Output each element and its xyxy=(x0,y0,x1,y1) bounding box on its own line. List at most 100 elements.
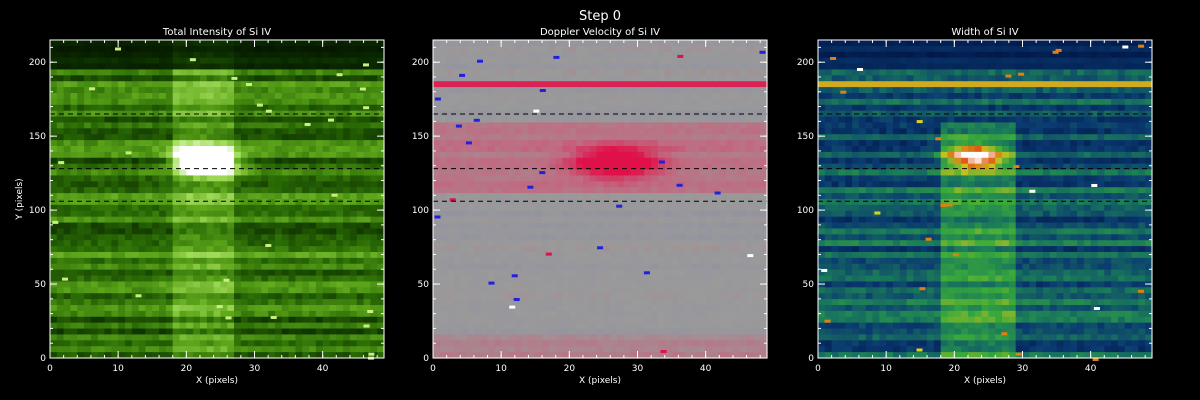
heatmap-cell xyxy=(726,87,734,94)
heatmap-cell xyxy=(70,63,78,71)
heatmap-cell xyxy=(494,146,502,153)
heatmap-cell xyxy=(651,87,659,94)
heatmap-cell xyxy=(254,293,262,300)
heatmap-cell xyxy=(698,122,707,129)
heatmap-cell xyxy=(84,305,92,312)
heatmap-cell xyxy=(473,275,482,283)
heatmap-cell xyxy=(84,187,92,194)
heatmap-cell xyxy=(644,163,652,171)
heatmap-cell xyxy=(760,199,768,206)
heatmap-cell xyxy=(138,175,147,182)
heatmap-cell xyxy=(254,240,262,247)
heatmap-cell xyxy=(705,181,714,188)
heatmap-cell xyxy=(617,199,625,206)
heatmap-cell xyxy=(582,204,591,212)
heatmap-cell xyxy=(288,352,296,359)
heatmap-cell xyxy=(336,51,344,59)
heatmap-cell xyxy=(603,275,611,283)
heatmap-cell xyxy=(84,269,92,277)
heatmap-cell xyxy=(453,69,461,76)
outlier-pixel xyxy=(304,123,311,126)
heatmap-cell xyxy=(370,216,378,224)
heatmap-cell xyxy=(548,87,557,94)
heatmap-cell xyxy=(118,287,126,294)
heatmap-cell xyxy=(555,151,564,159)
heatmap-cell xyxy=(473,146,482,153)
heatmap-cell xyxy=(739,246,748,253)
heatmap-cell xyxy=(692,116,700,124)
heatmap-cell xyxy=(726,57,734,65)
heatmap-cell xyxy=(84,128,92,135)
heatmap-cell xyxy=(124,281,133,288)
heatmap-cell xyxy=(261,199,269,206)
heatmap-cell xyxy=(309,310,317,318)
heatmap-cell xyxy=(179,69,187,76)
heatmap-cell xyxy=(240,134,249,141)
heatmap-cell xyxy=(739,287,748,294)
heatmap-cell xyxy=(240,45,249,53)
heatmap-cell xyxy=(97,63,106,71)
heatmap-cell xyxy=(336,204,344,212)
heatmap-cell xyxy=(152,234,160,241)
heatmap-cell xyxy=(617,263,625,271)
heatmap-cell xyxy=(651,157,659,165)
heatmap-cell xyxy=(329,175,337,182)
heatmap-cell xyxy=(247,204,256,212)
x-axis-label: X (pixels) xyxy=(196,376,238,386)
heatmap-cell xyxy=(698,98,707,106)
heatmap-cell xyxy=(111,116,119,124)
heatmap-cell xyxy=(97,128,106,135)
heatmap-cell xyxy=(295,128,303,135)
heatmap-cell xyxy=(746,87,754,94)
heatmap-cell xyxy=(261,175,269,182)
heatmap-cell xyxy=(336,346,344,353)
heatmap-cell xyxy=(281,340,290,347)
heatmap-cell xyxy=(77,246,85,253)
heatmap-cell xyxy=(77,45,85,53)
heatmap-cell xyxy=(480,234,489,241)
heatmap-cell xyxy=(302,346,310,353)
heatmap-cell xyxy=(254,98,262,106)
heatmap-cell xyxy=(274,322,283,330)
heatmap-cell xyxy=(336,181,344,188)
heatmap-cell xyxy=(760,140,768,147)
heatmap-cell xyxy=(336,281,344,288)
heatmap-cell xyxy=(145,352,153,359)
heatmap-cell xyxy=(343,216,351,224)
heatmap-cell xyxy=(172,263,181,271)
heatmap-cell xyxy=(213,287,222,294)
heatmap-cell xyxy=(657,204,666,212)
heatmap-cell xyxy=(288,187,296,194)
heatmap-cell xyxy=(446,93,455,100)
heatmap-cell xyxy=(528,63,536,71)
heatmap-cell xyxy=(576,252,584,259)
heatmap-cell xyxy=(111,169,119,177)
heatmap-cell xyxy=(84,299,92,306)
heatmap-cell xyxy=(473,246,482,253)
heatmap-cell xyxy=(439,146,448,153)
heatmap-cell xyxy=(63,40,72,47)
heatmap-cell xyxy=(439,199,448,206)
heatmap-cell xyxy=(179,346,187,353)
heatmap-cell xyxy=(220,352,228,359)
heatmap-cell xyxy=(124,310,133,318)
heatmap-cell xyxy=(220,175,228,182)
heatmap-cell xyxy=(186,134,194,141)
heatmap-cell xyxy=(104,69,112,76)
heatmap-cell xyxy=(329,334,337,341)
heatmap-cell xyxy=(104,228,112,235)
heatmap-cell xyxy=(145,151,153,159)
heatmap-cell xyxy=(487,204,495,212)
heatmap-cell xyxy=(637,228,645,235)
heatmap-cell xyxy=(50,146,58,153)
heatmap-cell xyxy=(131,305,140,312)
heatmap-cell xyxy=(349,346,358,353)
heatmap-cell xyxy=(309,163,317,171)
heatmap-cell xyxy=(623,299,632,306)
heatmap-cell xyxy=(186,87,194,94)
heatmap-cell xyxy=(439,281,448,288)
heatmap-cell xyxy=(50,228,58,235)
heatmap-cell xyxy=(199,293,208,300)
heatmap-cell xyxy=(254,146,262,153)
heatmap-cell xyxy=(644,263,652,271)
